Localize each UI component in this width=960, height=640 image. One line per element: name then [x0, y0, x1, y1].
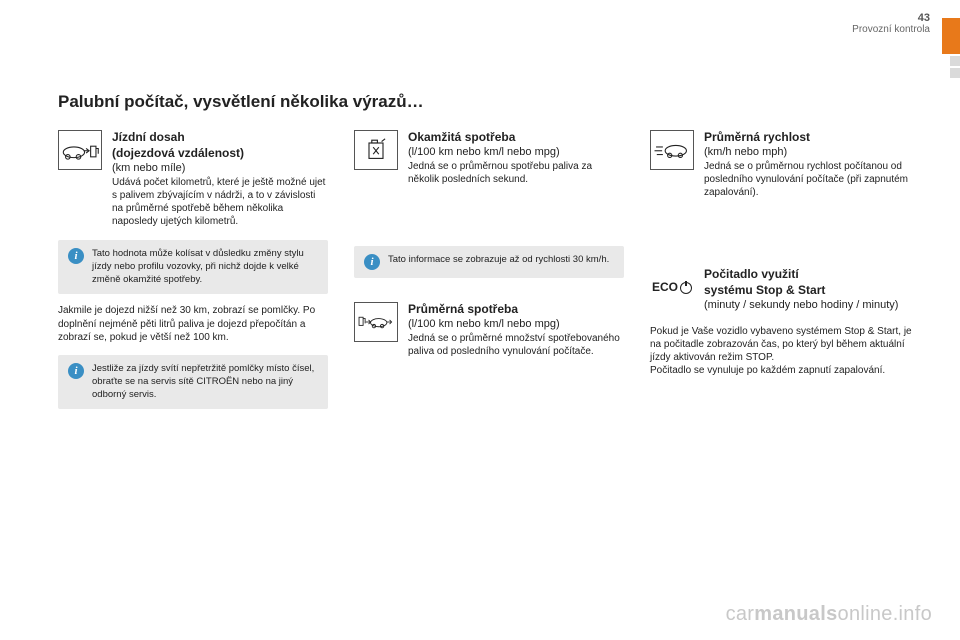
watermark-bold: manuals [754, 603, 837, 625]
range-text: Udává počet kilometrů, které je ještě mo… [112, 176, 328, 228]
watermark: carmanualsonline.info [726, 603, 932, 626]
column-1: Jízdní dosah (dojezdová vzdálenost) (km … [58, 130, 328, 419]
info-box-speed: i Tato informace se zobrazuje až od rych… [354, 246, 624, 278]
stopstart-title-2: systému Stop & Start [704, 283, 920, 297]
info-icon: i [364, 254, 380, 270]
section-label: Provozní kontrola [852, 24, 930, 35]
range-unit: (km nebo míle) [112, 162, 328, 174]
eco-icon: ECO [650, 267, 694, 307]
avg-consumption-icon [354, 302, 398, 342]
side-tab-dot-1 [950, 56, 960, 66]
range-paragraph: Jakmile je dojezd nižší než 30 km, zobra… [58, 304, 328, 345]
info-box-variation: i Tato hodnota může kolísat v důsledku z… [58, 240, 328, 294]
avg-cons-text: Jedná se o průměrné množství spotřebovan… [408, 332, 624, 358]
instant-title: Okamžitá spotřeba [408, 130, 624, 144]
avg-cons-title: Průměrná spotřeba [408, 302, 624, 316]
side-tab-dot-2 [950, 68, 960, 78]
info-text-variation: Tato hodnota může kolísat v důsledku změ… [92, 248, 318, 286]
range-subtitle: (dojezdová vzdálenost) [112, 146, 328, 160]
stopstart-body: Počitadlo využití systému Stop & Start (… [704, 267, 920, 313]
range-section: Jízdní dosah (dojezdová vzdálenost) (km … [58, 130, 328, 228]
page-number: 43 [852, 12, 930, 24]
stopstart-unit: (minuty / sekundy nebo hodiny / minuty) [704, 299, 920, 311]
stopstart-title-1: Počitadlo využití [704, 267, 920, 281]
page-header: 43 Provozní kontrola [852, 12, 930, 35]
range-body: Jízdní dosah (dojezdová vzdálenost) (km … [112, 130, 328, 228]
column-2: Okamžitá spotřeba (l/100 km nebo km/l ne… [354, 130, 624, 419]
page-content: Palubní počítač, vysvětlení několika výr… [58, 92, 920, 419]
info-icon: i [68, 363, 84, 379]
page-title: Palubní počítač, vysvětlení několika výr… [58, 92, 920, 112]
avg-cons-body: Průměrná spotřeba (l/100 km nebo km/l ne… [408, 302, 624, 358]
range-icon [58, 130, 102, 170]
avg-speed-body: Průměrná rychlost (km/h nebo mph) Jedná … [704, 130, 920, 199]
watermark-suffix: online.info [838, 603, 932, 625]
column-3: Průměrná rychlost (km/h nebo mph) Jedná … [650, 130, 920, 419]
info-box-service: i Jestliže za jízdy svítí nepřetržitě po… [58, 355, 328, 409]
avg-speed-section: Průměrná rychlost (km/h nebo mph) Jedná … [650, 130, 920, 199]
instant-unit: (l/100 km nebo km/l nebo mpg) [408, 146, 624, 158]
side-tab-marker [942, 18, 960, 54]
avg-speed-icon [650, 130, 694, 170]
instant-body: Okamžitá spotřeba (l/100 km nebo km/l ne… [408, 130, 624, 186]
avg-speed-text: Jedná se o průměrnou rychlost počítanou … [704, 160, 920, 199]
fuel-canister-icon [354, 130, 398, 170]
avg-speed-unit: (km/h nebo mph) [704, 146, 920, 158]
instant-text: Jedná se o průměrnou spotřebu paliva za … [408, 160, 624, 186]
stopstart-section: ECO Počitadlo využití systému Stop & Sta… [650, 267, 920, 313]
watermark-prefix: car [726, 603, 755, 625]
instant-section: Okamžitá spotřeba (l/100 km nebo km/l ne… [354, 130, 624, 186]
info-text-service: Jestliže za jízdy svítí nepřetržitě poml… [92, 363, 318, 401]
columns: Jízdní dosah (dojezdová vzdálenost) (km … [58, 130, 920, 419]
info-text-speed: Tato informace se zobrazuje až od rychlo… [388, 254, 609, 270]
stopstart-text: Pokud je Vaše vozidlo vybaveno systémem … [650, 325, 920, 377]
avg-cons-section: Průměrná spotřeba (l/100 km nebo km/l ne… [354, 302, 624, 358]
info-icon: i [68, 248, 84, 264]
avg-speed-title: Průměrná rychlost [704, 130, 920, 144]
avg-cons-unit: (l/100 km nebo km/l nebo mpg) [408, 318, 624, 330]
range-title: Jízdní dosah [112, 130, 328, 144]
